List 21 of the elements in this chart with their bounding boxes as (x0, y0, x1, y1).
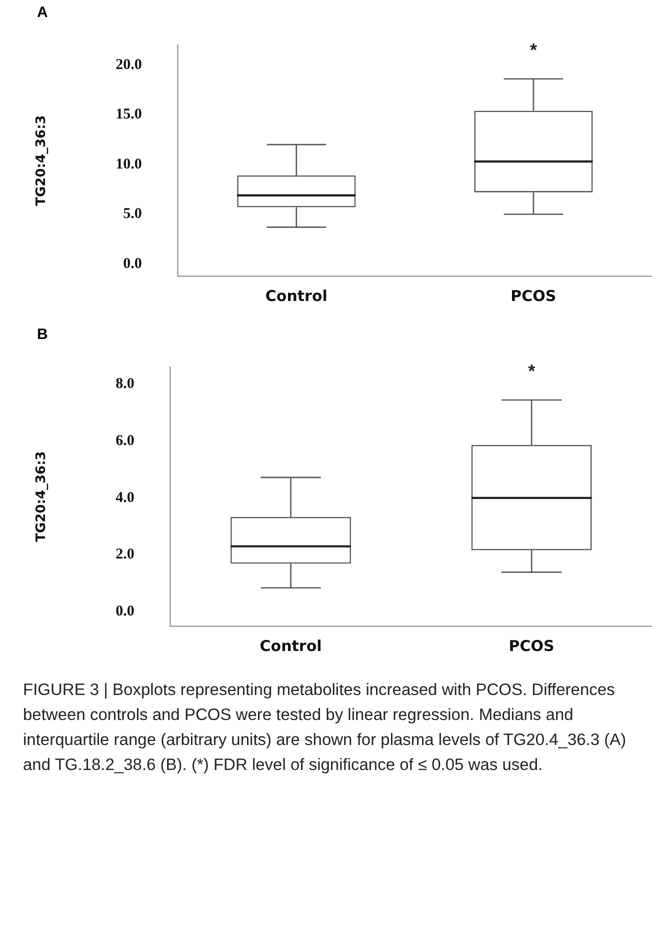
caption: FIGURE 3 | Boxplots representing metabolites increased with PCOS. Differences between controls and PCOS were tested by linear regression. Medians and interquartile range (arbitrary units) are shown for plasma levels of TG20.4_36.3 (A) and TG.18.2_38.6 (B). (*) FDR level of significance of ≤ 0.05 was used. (23, 680, 628, 776)
y-tick-label: 5.0 (123, 206, 142, 222)
y-tick-label: 8.0 (116, 376, 134, 392)
x-tick-label: Control (265, 286, 328, 305)
y-tick-label: 10.0 (116, 156, 142, 172)
annotation: * (528, 360, 536, 381)
y-tick-label: 20.0 (116, 56, 142, 73)
y-axis-title: TG20:4_36:3 (34, 115, 50, 206)
y-tick-label: 4.0 (116, 490, 134, 506)
y-tick-label: 15.0 (116, 106, 142, 123)
y-tick-label: 6.0 (116, 432, 134, 449)
x-tick-label: Control (260, 636, 322, 655)
y-tick-label: 0.0 (116, 604, 134, 620)
x-tick-label: PCOS (508, 636, 554, 655)
text: B (37, 326, 48, 343)
y-axis-title: TG20:4_36:3 (34, 451, 50, 542)
x-tick-label: PCOS (510, 286, 556, 305)
annotation: * (530, 40, 537, 60)
text: A (37, 4, 48, 21)
y-tick-label: 0.0 (123, 256, 142, 272)
y-tick-label: 2.0 (116, 546, 134, 563)
